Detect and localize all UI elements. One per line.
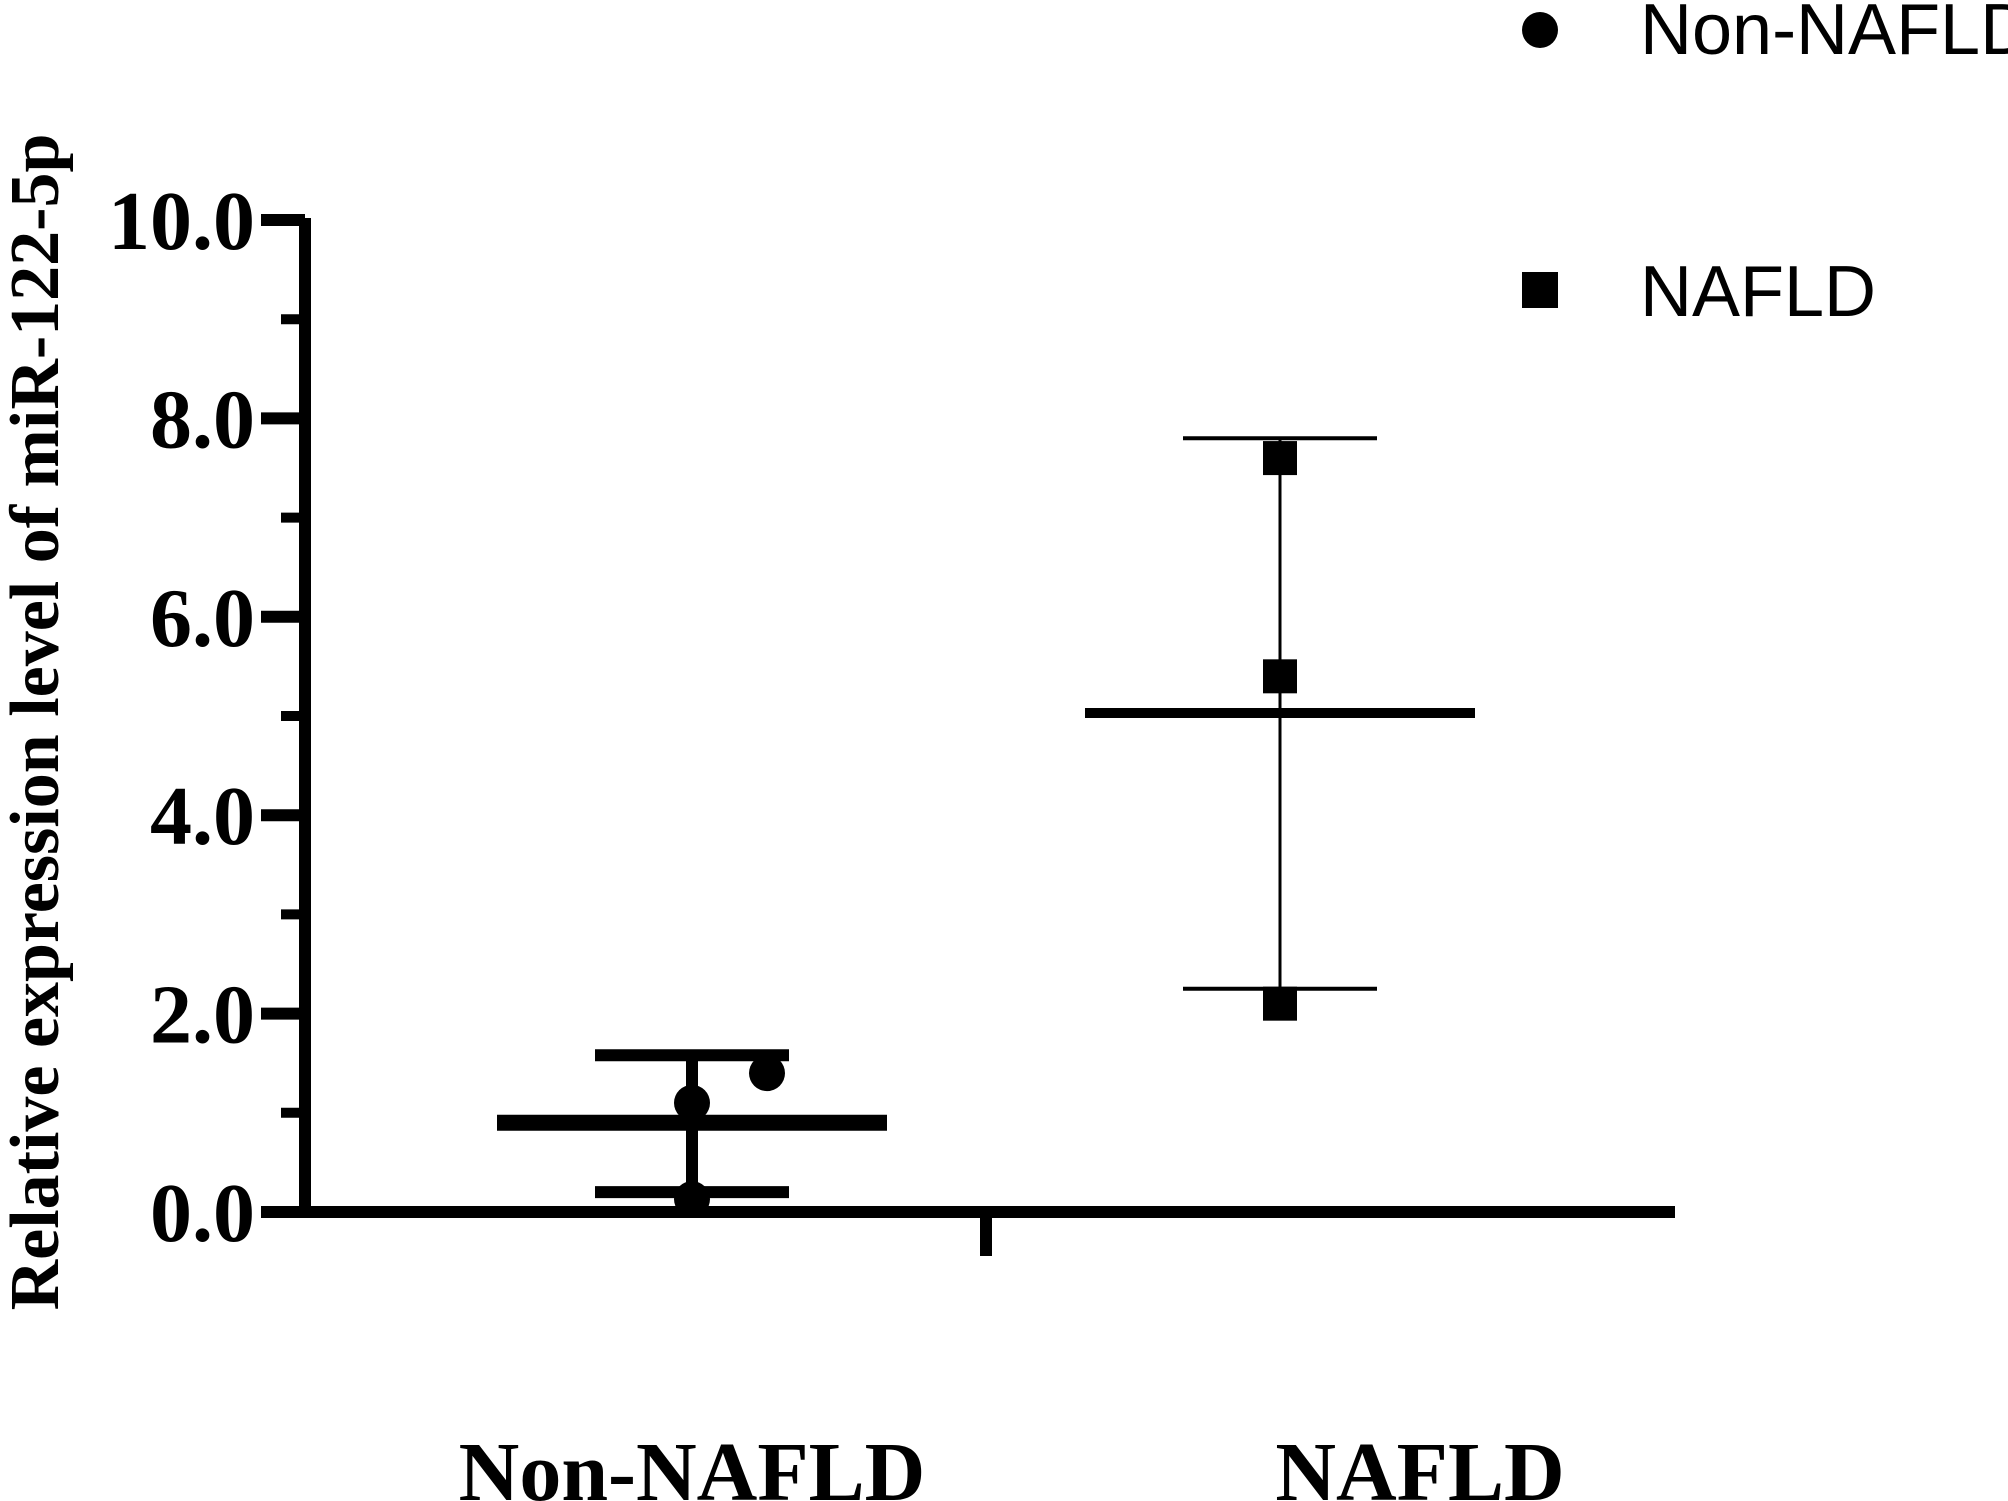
- y-tick-label: 8.0: [150, 373, 255, 466]
- legend-label: Non-NAFLD: [1640, 0, 2008, 70]
- data-point: [674, 1181, 710, 1218]
- y-tick-label: 2.0: [150, 969, 255, 1062]
- y-tick-label: 10.0: [108, 175, 255, 268]
- series-non-nafld: [497, 1049, 887, 1218]
- data-point: [1263, 986, 1297, 1021]
- y-tick-label: 0.0: [150, 1167, 255, 1260]
- x-category-label: Non-NAFLD: [459, 1426, 926, 1501]
- x-category-label: NAFLD: [1275, 1426, 1564, 1501]
- y-tick-label: 6.0: [150, 572, 255, 665]
- y-tick-label: 4.0: [150, 770, 255, 863]
- y-axis-title: Relative expression level of miR-122-5p: [0, 134, 74, 1311]
- series-nafld: [1085, 436, 1475, 1021]
- legend-marker-circle: [1522, 12, 1558, 48]
- data-point: [674, 1084, 710, 1121]
- plot-area: 0.0 2.0 4.0 6.0 8.0 10.0 Non-NAFLD NAFLD: [108, 175, 1675, 1501]
- legend: Non-NAFLD NAFLD: [1522, 0, 2008, 332]
- data-point: [749, 1055, 785, 1092]
- data-point: [1263, 659, 1297, 694]
- legend-marker-square: [1522, 272, 1558, 308]
- legend-label: NAFLD: [1640, 252, 1876, 332]
- data-point: [1263, 441, 1297, 476]
